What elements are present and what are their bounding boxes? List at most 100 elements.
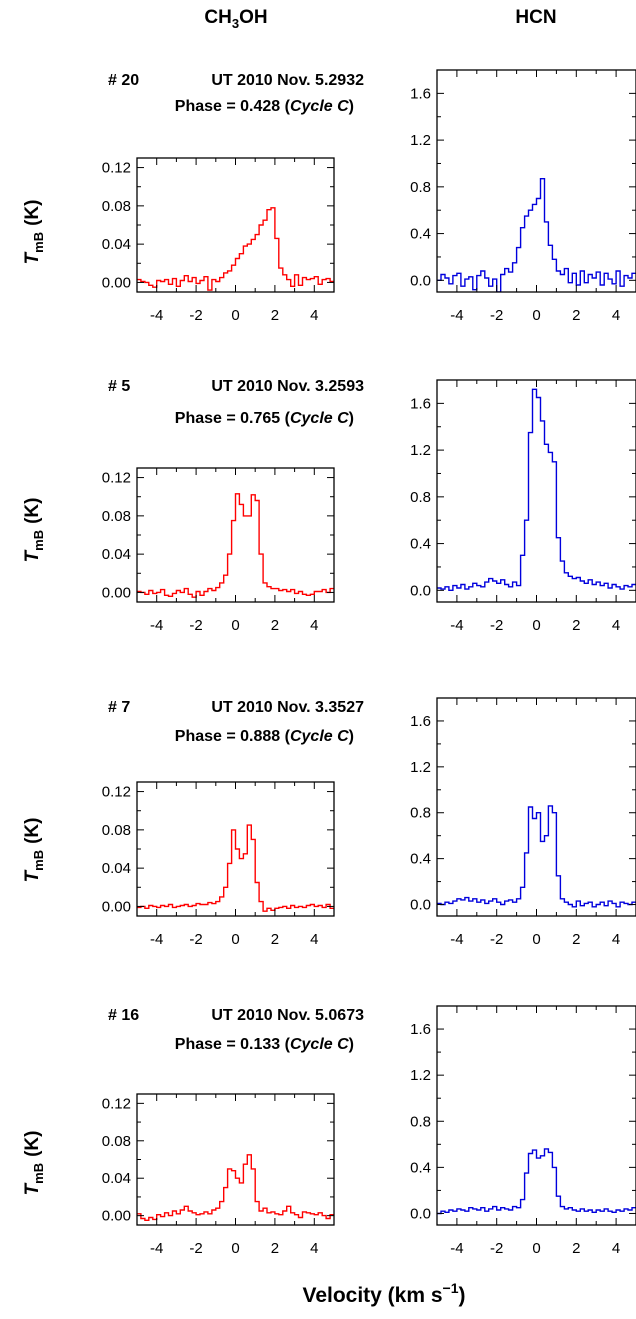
- spectrum-line: [437, 178, 636, 292]
- x-tick-label: -4: [150, 1240, 163, 1257]
- y-tick-label: 0.08: [102, 198, 131, 215]
- panel-header-1: # 20 UT 2010 Nov. 5.2932 Phase = 0.428 (…: [108, 72, 364, 115]
- y-tick-label: 0.4: [410, 536, 431, 553]
- spectrum-line: [137, 493, 334, 598]
- svg-text:UT 2010 Nov. 3.2593: UT 2010 Nov. 3.2593: [211, 378, 364, 395]
- y-tick-label: 0.0: [410, 1205, 431, 1222]
- y-tick-label: 0.08: [102, 822, 131, 839]
- x-tick-label: -2: [189, 931, 202, 948]
- chart-panel-4: 0.0 0.4 0.8 1.2 1.6 -4 -2 0 2 4: [410, 379, 636, 634]
- svg-text:# 16: # 16: [108, 1007, 139, 1024]
- plot-frame: [136, 157, 335, 293]
- y-tick-label: 0.08: [102, 1133, 131, 1150]
- x-tick-label: -2: [189, 1240, 202, 1257]
- y-tick-label: 0.8: [410, 1113, 431, 1130]
- x-tick-label: 2: [271, 1240, 279, 1257]
- y-tick-label: 0.4: [410, 226, 431, 243]
- spectrum-line: [137, 824, 334, 912]
- x-tick-label: 0: [532, 931, 540, 948]
- y-tick-label: 1.2: [410, 1067, 431, 1084]
- y-axis-label-4: TmB(K): [22, 1131, 46, 1196]
- svg-text:Phase = 0.765 (Cycle C): Phase = 0.765 (Cycle C): [175, 410, 354, 427]
- x-tick-label: 4: [310, 307, 318, 324]
- column-title-ch3oh: CH3OH: [204, 7, 267, 31]
- x-tick-label: 2: [572, 307, 580, 324]
- panel-header-2: # 5 UT 2010 Nov. 3.2593 Phase = 0.765 (C…: [108, 378, 364, 427]
- y-tick-label: 1.6: [410, 85, 431, 102]
- spectrum-line: [437, 805, 636, 908]
- svg-text:Phase = 0.888 (Cycle C): Phase = 0.888 (Cycle C): [175, 728, 354, 745]
- x-tick-label: -4: [150, 307, 163, 324]
- x-tick-label: 2: [271, 617, 279, 634]
- y-tick-label: 0.00: [102, 898, 131, 915]
- y-tick-label: 0.12: [102, 1095, 131, 1112]
- y-tick-label: 0.04: [102, 1170, 131, 1187]
- x-tick-label: 4: [310, 1240, 318, 1257]
- x-axis-label: Velocity (km s−1): [302, 1280, 465, 1307]
- x-tick-label: 4: [612, 1240, 620, 1257]
- x-tick-label: 0: [532, 1240, 540, 1257]
- column-title-hcn: HCN: [515, 7, 556, 28]
- x-tick-label: -4: [150, 617, 163, 634]
- y-tick-label: 1.2: [410, 759, 431, 776]
- y-tick-label: 1.6: [410, 1021, 431, 1038]
- svg-text:UT 2010 Nov. 5.2932: UT 2010 Nov. 5.2932: [211, 72, 364, 89]
- y-tick-label: 0.8: [410, 805, 431, 822]
- x-tick-label: 0: [532, 307, 540, 324]
- y-tick-label: 0.4: [410, 1159, 431, 1176]
- x-tick-label: -4: [450, 617, 463, 634]
- x-tick-label: 0: [532, 617, 540, 634]
- spectrum-line: [137, 207, 334, 291]
- x-tick-label: -2: [490, 617, 503, 634]
- y-axis-label-2: TmB(K): [22, 498, 46, 563]
- y-tick-label: 0.4: [410, 851, 431, 868]
- chart-panels: 0.000.040.080.12-4 -2 0 2 40.00.40.81.21.6-4…: [102, 69, 636, 1257]
- y-axis-label-3: TmB(K): [22, 818, 46, 883]
- svg-text:Phase = 0.133 (Cycle C): Phase = 0.133 (Cycle C): [175, 1036, 354, 1053]
- chart-panel-2: 0.0 0.4 0.8 1.2 1.6 -4 -2 0 2 4: [410, 69, 636, 324]
- y-tick-label: 0.12: [102, 160, 131, 177]
- plot-frame: [436, 379, 636, 603]
- svg-text:UT 2010 Nov. 5.0673: UT 2010 Nov. 5.0673: [211, 1007, 364, 1024]
- svg-text:TmB(K): TmB(K): [22, 498, 46, 563]
- y-tick-label: 0.8: [410, 489, 431, 506]
- chart-panel-6: 0.0 0.4 0.8 1.2 1.6 -4 -2 0 2 4: [410, 697, 636, 948]
- svg-text:UT 2010 Nov. 3.3527: UT 2010 Nov. 3.3527: [211, 699, 364, 716]
- y-tick-label: 1.6: [410, 713, 431, 730]
- x-tick-label: 4: [612, 307, 620, 324]
- y-tick-label: 0.0: [410, 582, 431, 599]
- svg-text:TmB(K): TmB(K): [22, 200, 46, 265]
- x-tick-label: 2: [271, 307, 279, 324]
- x-tick-label: -2: [490, 931, 503, 948]
- y-tick-label: 1.6: [410, 395, 431, 412]
- spectrum-line: [437, 1148, 636, 1215]
- y-tick-label: 0.00: [102, 584, 131, 601]
- chart-panel-1: 0.00 0.04 0.08 0.12 -4 -2 0 2 4: [102, 157, 335, 324]
- plot-frame: [136, 467, 335, 603]
- x-tick-label: -2: [490, 1240, 503, 1257]
- spectrum-line: [137, 1154, 334, 1221]
- y-tick-label: 0.04: [102, 860, 131, 877]
- x-tick-label: 4: [612, 617, 620, 634]
- y-tick-label: 0.12: [102, 784, 131, 801]
- panel-header-3: # 7 UT 2010 Nov. 3.3527 Phase = 0.888 (C…: [108, 699, 364, 745]
- y-tick-label: 0.0: [410, 897, 431, 914]
- x-tick-label: -4: [450, 307, 463, 324]
- x-tick-label: -2: [490, 307, 503, 324]
- panel-header-4: # 16 UT 2010 Nov. 5.0673 Phase = 0.133 (…: [108, 1007, 364, 1053]
- x-tick-label: 2: [271, 931, 279, 948]
- x-tick-label: 0: [231, 617, 239, 634]
- y-tick-label: 0.8: [410, 179, 431, 196]
- chart-panel-8: 0.0 0.4 0.8 1.2 1.6 -4 -2 0 2 4: [410, 1005, 636, 1257]
- plot-frame: [436, 1005, 636, 1226]
- y-tick-label: 0.00: [102, 274, 131, 291]
- svg-text:# 5: # 5: [108, 378, 130, 395]
- chart-panel-7: 0.00 0.04 0.08 0.12 -4 -2 0 2 4: [102, 1093, 335, 1257]
- y-tick-label: 0.04: [102, 546, 131, 563]
- x-tick-label: 2: [572, 617, 580, 634]
- y-axis-label-1: TmB(K): [22, 200, 46, 265]
- y-tick-label: 0.00: [102, 1208, 131, 1225]
- y-tick-label: 0.12: [102, 470, 131, 487]
- x-tick-label: -4: [450, 931, 463, 948]
- x-tick-label: 4: [612, 931, 620, 948]
